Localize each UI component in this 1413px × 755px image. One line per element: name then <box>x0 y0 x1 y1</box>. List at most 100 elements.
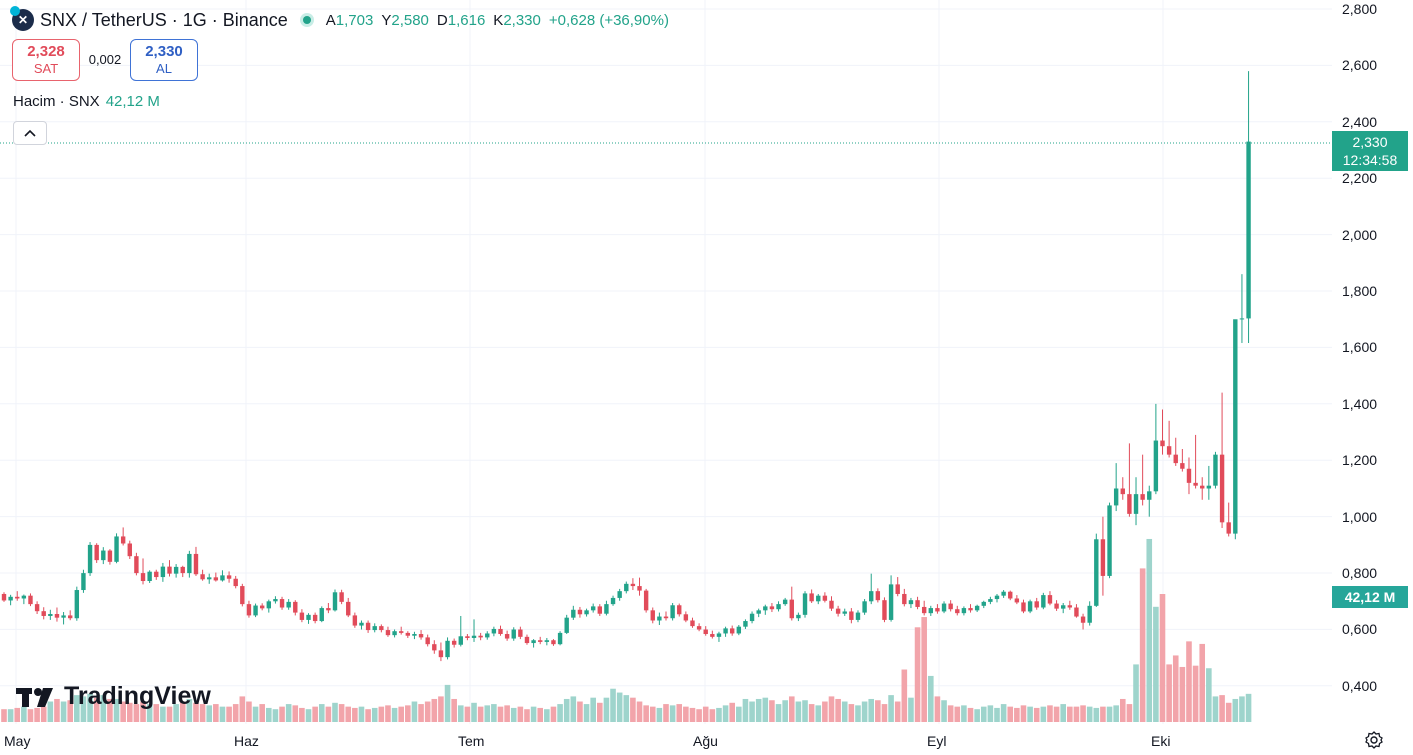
volume-bar <box>332 702 338 722</box>
volume-bar <box>1080 705 1086 722</box>
candle-body <box>597 606 602 614</box>
volume-bar <box>1206 668 1212 722</box>
volume-bar <box>1153 606 1159 722</box>
candle-body <box>948 603 953 610</box>
volume-bar <box>517 706 524 722</box>
candle-body <box>392 631 397 636</box>
candle-body <box>756 610 761 614</box>
volume-bar <box>749 701 755 722</box>
candle-body <box>531 640 536 644</box>
volume-bar <box>643 705 649 722</box>
candle-body <box>48 614 53 616</box>
candle-body <box>365 622 371 631</box>
candle-body <box>617 591 622 598</box>
candle-body <box>485 633 490 638</box>
candle-body <box>120 536 126 544</box>
candle-body <box>491 628 497 634</box>
candle-body <box>829 600 834 609</box>
volume-bar <box>636 701 643 722</box>
volume-bar <box>166 706 173 722</box>
volume-bar <box>1047 705 1053 722</box>
volume-legend[interactable]: Hacim · SNX 42,12 M <box>13 93 160 110</box>
volume-bar <box>80 696 87 722</box>
candle-body <box>253 605 258 616</box>
buy-button[interactable]: 2,330 AL <box>130 39 198 81</box>
snx-coin-icon[interactable]: ✕ <box>10 6 34 31</box>
candle-body <box>743 621 748 627</box>
candle-body <box>445 640 450 658</box>
candle-body <box>577 609 583 615</box>
volume-bar <box>1020 705 1027 722</box>
volume-bar <box>1225 702 1232 722</box>
candle-body <box>1094 539 1099 606</box>
market-status-icon[interactable] <box>299 13 314 27</box>
tradingview-logo[interactable]: TradingView <box>16 682 211 711</box>
volume-bar <box>398 706 404 722</box>
candle-body <box>94 544 99 561</box>
volume-bar <box>438 696 444 722</box>
volume-bar <box>669 705 676 722</box>
volume-bar <box>1040 706 1047 722</box>
candle-body <box>1200 485 1205 489</box>
candle-body <box>1206 485 1212 489</box>
volume-bar <box>881 704 888 722</box>
volume-bar <box>120 701 126 722</box>
volume-bar <box>431 698 438 722</box>
volume-bar <box>47 701 54 722</box>
candle-body <box>921 606 927 614</box>
volume-bar <box>299 707 305 722</box>
volume-bar <box>272 709 279 722</box>
candle-body <box>346 601 351 616</box>
volume-bar <box>199 704 206 722</box>
candle-body <box>968 608 973 611</box>
candle-body <box>862 601 867 613</box>
candle-body <box>1021 602 1026 612</box>
volume-bar <box>894 701 901 722</box>
volume-bar <box>1014 707 1020 722</box>
candle-body <box>908 600 914 605</box>
candle-body <box>1061 605 1066 609</box>
symbol-title[interactable]: SNX / TetherUS · 1G · Binance <box>40 9 288 30</box>
volume-bar <box>358 706 365 722</box>
volume-bar <box>411 701 418 722</box>
ohlc-low-key: D <box>436 11 448 29</box>
volume-bar <box>808 704 815 722</box>
volume-bar <box>292 705 299 722</box>
volume-bar <box>67 700 73 722</box>
volume-bar <box>888 695 894 722</box>
volume-bar <box>186 698 193 722</box>
volume-bar <box>510 707 517 722</box>
candle-body <box>299 612 305 620</box>
volume-bar <box>550 706 557 722</box>
candle-body <box>782 599 788 605</box>
volume-bar <box>729 702 735 722</box>
gear-icon[interactable] <box>1364 730 1384 750</box>
candle-body <box>1239 318 1245 320</box>
volume-bar <box>239 696 246 722</box>
candle-body <box>34 604 40 612</box>
volume-bar <box>418 704 424 722</box>
candle-body <box>1160 440 1165 447</box>
volume-bar <box>822 701 828 722</box>
volume-bar <box>252 706 259 722</box>
volume-bar <box>279 706 285 722</box>
sell-button[interactable]: 2,328 SAT <box>12 39 80 81</box>
volume-bar <box>457 705 464 722</box>
candle-body <box>590 606 596 611</box>
candle-body <box>941 603 947 612</box>
candle-body <box>207 577 212 580</box>
price-axis-label: 2,400 <box>1342 113 1378 130</box>
candle-body <box>736 626 742 634</box>
volume-bar <box>961 705 967 722</box>
candle-body <box>677 605 682 615</box>
price-axis-label: 1,400 <box>1342 395 1378 412</box>
volume-bar <box>7 709 14 722</box>
collapse-legend-button[interactable] <box>13 121 47 145</box>
candle-body <box>518 629 523 637</box>
candle-body <box>624 583 629 592</box>
candle-body <box>683 614 689 621</box>
volume-bar <box>504 705 510 722</box>
candle-body <box>220 575 225 581</box>
candle-body <box>1219 454 1225 523</box>
